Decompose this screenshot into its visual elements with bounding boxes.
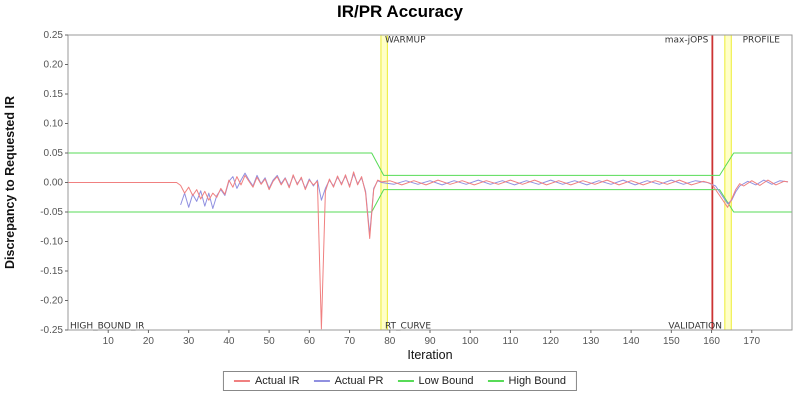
- plot-area: WARMUP max-jOPS PROFILE HIGH_BOUND_IR RT_CUR…: [3, 30, 793, 362]
- x-tick-label: 30: [183, 336, 195, 347]
- annotation-max-jops: max-jOPS: [665, 36, 709, 46]
- y-tick-label: -0.25: [40, 325, 63, 336]
- x-tick-label: 40: [223, 336, 235, 347]
- y-tick-label: 0.00: [44, 178, 64, 189]
- y-axis-label: Discrepancy to Requested IR: [3, 96, 17, 269]
- legend-item-actual-pr: Actual PR: [313, 375, 384, 387]
- annotation-validation: VALIDATION: [668, 321, 722, 331]
- series-low-bound: [68, 189, 792, 213]
- y-tick-label: -0.20: [40, 296, 63, 307]
- y-tick-label: 0.20: [44, 60, 64, 71]
- legend-label: Low Bound: [418, 375, 474, 387]
- x-tick-label: 110: [502, 336, 518, 347]
- x-tick-label: 170: [743, 336, 760, 347]
- legend-swatch: [487, 380, 504, 382]
- chart-title: IR/PR Accuracy: [337, 2, 463, 21]
- x-tick-label: 130: [583, 336, 600, 347]
- y-tick-label: 0.15: [44, 89, 64, 100]
- x-tick-label: 60: [304, 336, 316, 347]
- series-high-bound: [68, 152, 792, 176]
- x-tick-label: 70: [344, 336, 356, 347]
- x-tick-label: 10: [103, 336, 115, 347]
- x-tick-label: 100: [462, 336, 479, 347]
- y-tick-label: 0.25: [44, 30, 64, 41]
- y-tick-label: -0.10: [40, 237, 63, 248]
- annotation-high_bound_ir: HIGH_BOUND_IR: [70, 321, 144, 331]
- x-tick-label: 150: [663, 336, 680, 347]
- legend-swatch: [313, 380, 330, 382]
- x-axis-label: Iteration: [407, 348, 452, 362]
- legend-item-actual-ir: Actual IR: [233, 375, 300, 387]
- y-tick-label: 0.10: [44, 119, 64, 130]
- profile-band: [724, 34, 732, 331]
- y-tick-label: -0.15: [40, 266, 63, 277]
- chart-svg: WARMUP max-jOPS PROFILE HIGH_BOUND_IR RT_CUR…: [3, 30, 793, 362]
- x-tick-label: 140: [623, 336, 640, 347]
- annotation-profile: PROFILE: [743, 36, 781, 46]
- x-tick-label: 90: [424, 336, 436, 347]
- series-actual-ir: [68, 171, 789, 330]
- y-tick-label: 0.05: [44, 148, 64, 159]
- legend-swatch: [397, 380, 414, 382]
- x-tick-label: 50: [264, 336, 276, 347]
- annotation-rt_curve: RT_CURVE: [385, 321, 431, 331]
- y-tick-label: -0.05: [40, 207, 63, 218]
- legend-item-low-bound: Low Bound: [397, 375, 474, 387]
- x-tick-label: 160: [703, 336, 720, 347]
- x-tick-label: 80: [384, 336, 396, 347]
- x-tick-label: 20: [143, 336, 155, 347]
- legend: Actual IR Actual PR Low Bound High Bound: [222, 371, 578, 391]
- legend-swatch: [233, 380, 250, 382]
- legend-label: Actual PR: [334, 375, 384, 387]
- x-tick-label: 120: [542, 336, 559, 347]
- legend-item-high-bound: High Bound: [487, 375, 567, 387]
- annotation-warmup: WARMUP: [385, 36, 426, 46]
- legend-label: Actual IR: [254, 375, 300, 387]
- legend-label: High Bound: [508, 375, 567, 387]
